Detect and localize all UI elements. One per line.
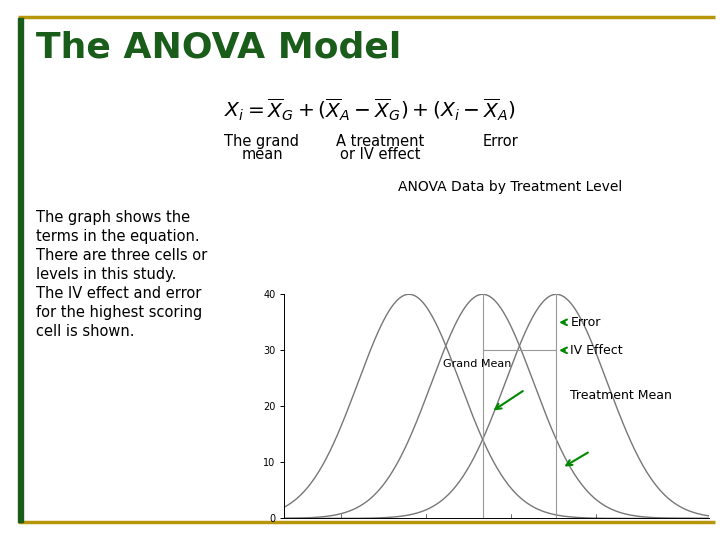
Text: The ANOVA Model: The ANOVA Model xyxy=(36,30,401,64)
Text: A treatment: A treatment xyxy=(336,134,424,149)
Text: Grand Mean: Grand Mean xyxy=(443,359,511,369)
Text: The IV effect and error: The IV effect and error xyxy=(36,286,202,301)
Text: The graph shows the: The graph shows the xyxy=(36,210,190,225)
Text: or IV effect: or IV effect xyxy=(340,147,420,162)
Text: levels in this study.: levels in this study. xyxy=(36,267,176,282)
Text: $X_i = \overline{X}_G + (\overline{X}_A - \overline{X}_G) + (X_i - \overline{X}_: $X_i = \overline{X}_G + (\overline{X}_A … xyxy=(224,97,516,123)
Text: IV Effect: IV Effect xyxy=(562,344,623,357)
Text: mean: mean xyxy=(241,147,283,162)
Text: terms in the equation.: terms in the equation. xyxy=(36,229,199,244)
Text: cell is shown.: cell is shown. xyxy=(36,324,135,339)
Text: ANOVA Data by Treatment Level: ANOVA Data by Treatment Level xyxy=(398,180,622,194)
Text: Error: Error xyxy=(482,134,518,149)
Text: The grand: The grand xyxy=(225,134,300,149)
Text: Error: Error xyxy=(562,316,600,329)
Bar xyxy=(18,18,23,522)
Text: for the highest scoring: for the highest scoring xyxy=(36,305,202,320)
Text: Treatment Mean: Treatment Mean xyxy=(570,389,672,402)
Text: There are three cells or: There are three cells or xyxy=(36,248,207,263)
